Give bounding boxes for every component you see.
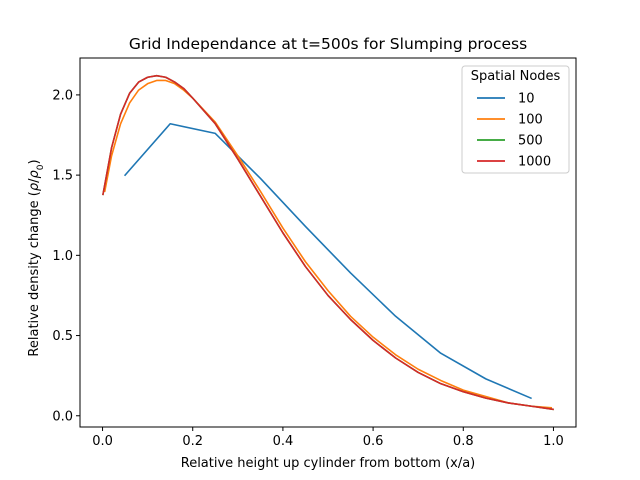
series-layer (102, 74, 554, 411)
y-tick-label: 0.0 (52, 409, 73, 424)
x-tick-label: 0.0 (92, 434, 113, 449)
y-axis-label-rho: ρ (27, 182, 42, 191)
legend: Spatial Nodes 10 100 500 1000 (461, 65, 570, 174)
x-axis-label: Relative height up cylinder from bottom … (181, 456, 476, 471)
series-line-10 (123, 122, 532, 400)
legend-title: Spatial Nodes (471, 69, 561, 84)
chart-title: Grid Independance at t=500s for Slumping… (129, 35, 527, 53)
plot-frame (79, 57, 577, 428)
y-axis-label-suffix: ) (27, 159, 42, 164)
legend-entries: 10 100 500 1000 (477, 92, 551, 170)
y-axis-label: Relative density change (ρ/ρ0) (27, 159, 46, 356)
y-tick-label: 1.0 (52, 249, 73, 264)
plot-area: 0.0 0.2 0.4 0.6 0.8 1.0 0.0 0.5 1.0 1.5 2.0 (52, 57, 577, 449)
y-axis-label-rho0: ρ (27, 170, 42, 179)
y-axis-label-prefix: Relative density change ( (27, 191, 42, 356)
y-tick-label: 1.5 (52, 169, 73, 184)
legend-label-100: 100 (518, 113, 543, 128)
legend-label-10: 10 (518, 92, 535, 107)
ticks-layer: 0.0 0.2 0.4 0.6 0.8 1.0 0.0 0.5 1.0 1.5 2.0 (52, 88, 563, 449)
x-tick-label: 0.8 (453, 434, 474, 449)
y-tick-label: 2.0 (52, 88, 73, 103)
series-line-1000 (102, 74, 554, 411)
x-tick-label: 0.4 (273, 434, 294, 449)
legend-label-500: 500 (518, 134, 543, 149)
y-tick-label: 0.5 (52, 329, 73, 344)
y-axis-label-slash: / (27, 178, 42, 183)
x-tick-label: 1.0 (543, 434, 564, 449)
legend-box (461, 65, 570, 174)
x-tick-label: 0.6 (363, 434, 384, 449)
x-tick-label: 0.2 (182, 434, 203, 449)
series-line-100 (103, 79, 553, 409)
legend-label-1000: 1000 (518, 155, 551, 170)
y-axis-label-subscript: 0 (36, 164, 46, 170)
